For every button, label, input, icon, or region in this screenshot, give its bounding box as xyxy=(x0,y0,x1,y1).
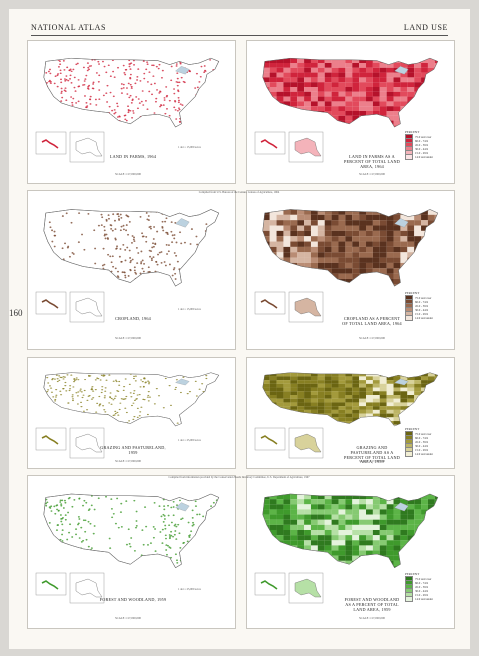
legend-label: 30.0 - 44.9 xyxy=(415,308,428,312)
compiled-note-2: Compiled from information provided by th… xyxy=(168,476,310,479)
legend-title: PERCENT xyxy=(405,572,420,576)
map-scale: SCALE 1:17,000,000 xyxy=(358,172,386,176)
header-right: LAND USE xyxy=(403,23,448,32)
dot-value-note: 1 dot = 15,000 acres xyxy=(178,146,201,149)
header-left: NATIONAL ATLAS xyxy=(31,23,106,32)
legend-label: 60.0 - 74.9 xyxy=(415,581,428,585)
header-rule xyxy=(31,35,448,36)
legend-item: 14.9 and under xyxy=(405,451,433,457)
inset-maps xyxy=(35,131,105,163)
legend-label: 30.0 - 44.9 xyxy=(415,147,428,151)
legend-swatch xyxy=(405,154,413,160)
legend-label: 15.0 - 29.9 xyxy=(415,151,428,155)
legend-label: 75.0 and over xyxy=(415,577,432,581)
map-legend: PERCENT 75.0 and over 60.0 - 74.9 45.0 - 59… xyxy=(405,427,433,457)
inset-maps xyxy=(254,427,324,459)
legend-label: 14.9 and under xyxy=(415,452,433,456)
map-panel-2: LAND IN FARMS AS A PERCENT OF TOTAL LAND… xyxy=(246,40,455,184)
map-caption: GRAZING AND PASTURELAND AS A PERCENT OF … xyxy=(344,445,400,465)
map-scale: SCALE 1:17,000,000 xyxy=(114,336,142,340)
atlas-page: NATIONAL ATLAS LAND USE 160 LAND IN FARM… xyxy=(9,9,470,649)
dot-value-note: 1 dot = 25,000 acres xyxy=(178,588,201,591)
map-scale: SCALE 1:17,000,000 xyxy=(358,336,386,340)
map-svg xyxy=(254,209,439,323)
legend-label: 30.0 - 44.9 xyxy=(415,589,428,593)
map-panel-7: FOREST AND WOODLAND, 1959 SCALE 1:17,000,… xyxy=(27,475,236,629)
legend-item: 14.9 and under xyxy=(405,315,433,321)
legend-title: PERCENT xyxy=(405,427,420,431)
legend-swatch xyxy=(405,451,413,457)
map-caption: LAND IN FARMS AS A PERCENT OF TOTAL LAND… xyxy=(344,154,400,169)
legend-label: 60.0 - 74.9 xyxy=(415,436,428,440)
legend-label: 14.9 and under xyxy=(415,597,433,601)
legend-label: 14.9 and under xyxy=(415,316,433,320)
map-panel-8: FOREST AND WOODLAND AS A PERCENT OF TOTA… xyxy=(246,475,455,629)
map-caption: LAND IN FARMS, 1964 xyxy=(109,154,157,159)
legend-label: 45.0 - 59.9 xyxy=(415,304,428,308)
map-caption: CROPLAND, 1964 xyxy=(115,316,151,321)
legend-label: 45.0 - 59.9 xyxy=(415,440,428,444)
inset-maps xyxy=(35,291,105,323)
legend-label: 60.0 - 74.9 xyxy=(415,139,428,143)
inset-maps xyxy=(254,131,324,163)
legend-label: 75.0 and over xyxy=(415,432,432,436)
map-legend: PERCENT 75.0 and over 60.0 - 74.9 45.0 - 59… xyxy=(405,572,433,602)
inset-maps xyxy=(254,572,324,604)
legend-label: 15.0 - 29.9 xyxy=(415,593,428,597)
map-scale: SCALE 1:17,000,000 xyxy=(114,172,142,176)
legend-swatch xyxy=(405,315,413,321)
map-svg xyxy=(35,372,220,459)
inset-maps xyxy=(254,291,324,323)
legend-swatch xyxy=(405,596,413,602)
map-svg xyxy=(35,493,220,604)
legend-label: 45.0 - 59.9 xyxy=(415,143,428,147)
legend-label: 75.0 and over xyxy=(415,135,432,139)
map-panel-3: CROPLAND, 1964 SCALE 1:17,000,000 1 dot = … xyxy=(27,190,236,350)
legend-label: 15.0 - 29.9 xyxy=(415,312,428,316)
map-caption: GRAZING AND PASTURELAND, 1959 xyxy=(100,445,166,455)
map-svg xyxy=(254,57,439,163)
map-legend: PERCENT 75.0 and over 60.0 - 74.9 45.0 - 59… xyxy=(405,130,433,160)
dot-value-note: 1 dot = 15,000 acres xyxy=(178,308,201,311)
legend-label: 45.0 - 59.9 xyxy=(415,585,428,589)
map-panel-5: GRAZING AND PASTURELAND, 1959 SCALE 1:17,… xyxy=(27,357,236,469)
map-panel-4: CROPLAND AS A PERCENT OF TOTAL LAND AREA… xyxy=(246,190,455,350)
legend-item: 14.9 and under xyxy=(405,596,433,602)
map-caption: FOREST AND WOODLAND AS A PERCENT OF TOTA… xyxy=(344,597,400,612)
map-scale: SCALE 1:17,000,000 xyxy=(358,616,386,620)
inset-maps xyxy=(35,427,105,459)
compiled-note-1: Compiled from U.S. Bureau of the Census,… xyxy=(198,191,280,194)
legend-label: 75.0 and over xyxy=(415,296,432,300)
map-svg xyxy=(35,209,220,323)
legend-label: 60.0 - 74.9 xyxy=(415,300,428,304)
legend-label: 14.9 and under xyxy=(415,155,433,159)
page-number: 160 xyxy=(9,308,23,318)
inset-maps xyxy=(35,572,105,604)
dot-value-note: 1 dot = 25,000 acres xyxy=(178,439,201,442)
legend-title: PERCENT xyxy=(405,291,420,295)
map-caption: FOREST AND WOODLAND, 1959 xyxy=(99,597,167,602)
legend-label: 15.0 - 29.9 xyxy=(415,448,428,452)
map-caption: CROPLAND AS A PERCENT OF TOTAL LAND AREA… xyxy=(342,316,402,326)
map-panel-1: LAND IN FARMS, 1964 SCALE 1:17,000,000 1 d… xyxy=(27,40,236,184)
map-svg xyxy=(254,372,439,459)
map-scale: SCALE 1:17,000,000 xyxy=(114,459,142,463)
map-svg xyxy=(35,57,220,163)
legend-label: 30.0 - 44.9 xyxy=(415,444,428,448)
map-panel-6: GRAZING AND PASTURELAND AS A PERCENT OF … xyxy=(246,357,455,469)
legend-title: PERCENT xyxy=(405,130,420,134)
map-svg xyxy=(254,493,439,604)
map-scale: SCALE 1:17,000,000 xyxy=(358,459,386,463)
legend-item: 14.9 and under xyxy=(405,154,433,160)
map-scale: SCALE 1:17,000,000 xyxy=(114,616,142,620)
map-legend: PERCENT 75.0 and over 60.0 - 74.9 45.0 - 59… xyxy=(405,291,433,321)
